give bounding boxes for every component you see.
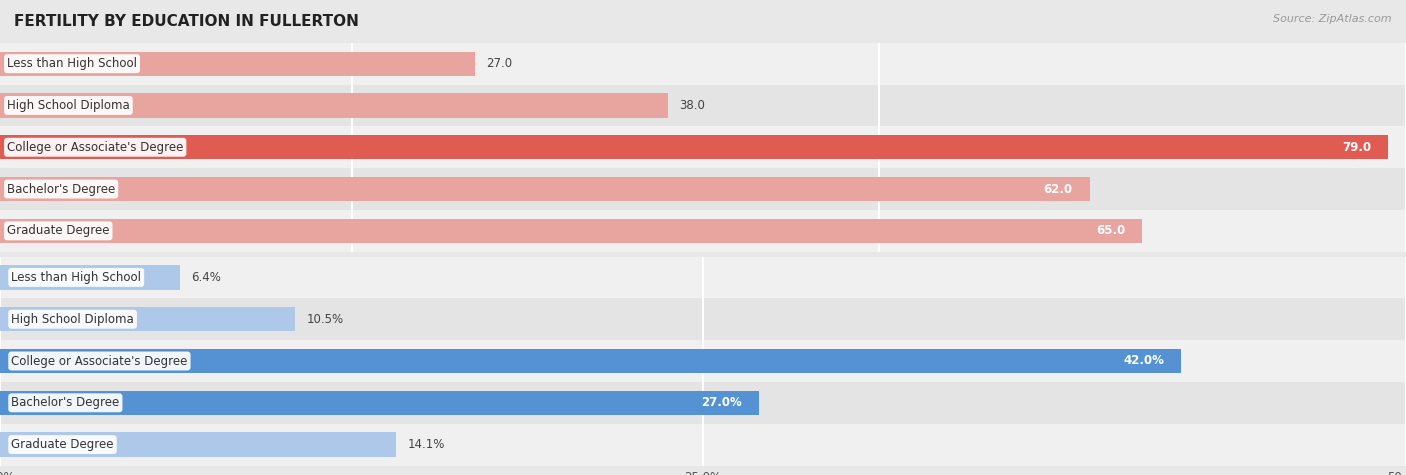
Text: 27.0: 27.0 (486, 57, 512, 70)
Bar (0, 43, 1406, 85)
Bar (0, 382, 1406, 424)
Text: Less than High School: Less than High School (11, 271, 141, 284)
Text: 79.0: 79.0 (1343, 141, 1372, 154)
Text: Graduate Degree: Graduate Degree (11, 438, 114, 451)
Text: 27.0%: 27.0% (702, 396, 742, 409)
Text: 6.4%: 6.4% (191, 271, 221, 284)
Bar (0, 177, 1090, 201)
Text: Less than High School: Less than High School (7, 57, 136, 70)
Bar (0, 432, 396, 457)
Bar (0, 307, 295, 332)
Bar (0, 265, 180, 290)
Text: 42.0%: 42.0% (1123, 354, 1164, 368)
Bar (0, 424, 1406, 466)
Bar (0, 298, 1406, 340)
Bar (0, 168, 1406, 210)
Text: Graduate Degree: Graduate Degree (7, 224, 110, 238)
Text: Source: ZipAtlas.com: Source: ZipAtlas.com (1274, 14, 1392, 24)
Text: Bachelor's Degree: Bachelor's Degree (7, 182, 115, 196)
Text: Bachelor's Degree: Bachelor's Degree (11, 396, 120, 409)
Bar (0, 218, 1142, 243)
Text: FERTILITY BY EDUCATION IN FULLERTON: FERTILITY BY EDUCATION IN FULLERTON (14, 14, 359, 29)
Bar (0, 210, 1406, 252)
Bar (0, 390, 759, 415)
Bar (0, 51, 475, 76)
Bar (0, 135, 1389, 160)
Bar (0, 340, 1406, 382)
Text: 65.0: 65.0 (1097, 224, 1126, 238)
Text: High School Diploma: High School Diploma (7, 99, 129, 112)
Bar (0, 349, 1181, 373)
Bar (0, 126, 1406, 168)
Text: 38.0: 38.0 (679, 99, 704, 112)
Bar (0, 93, 668, 118)
Text: 62.0: 62.0 (1043, 182, 1073, 196)
Bar (0, 85, 1406, 126)
Bar (0, 256, 1406, 298)
Text: 14.1%: 14.1% (408, 438, 446, 451)
Text: College or Associate's Degree: College or Associate's Degree (11, 354, 187, 368)
Text: High School Diploma: High School Diploma (11, 313, 134, 326)
Text: College or Associate's Degree: College or Associate's Degree (7, 141, 183, 154)
Text: 10.5%: 10.5% (307, 313, 343, 326)
